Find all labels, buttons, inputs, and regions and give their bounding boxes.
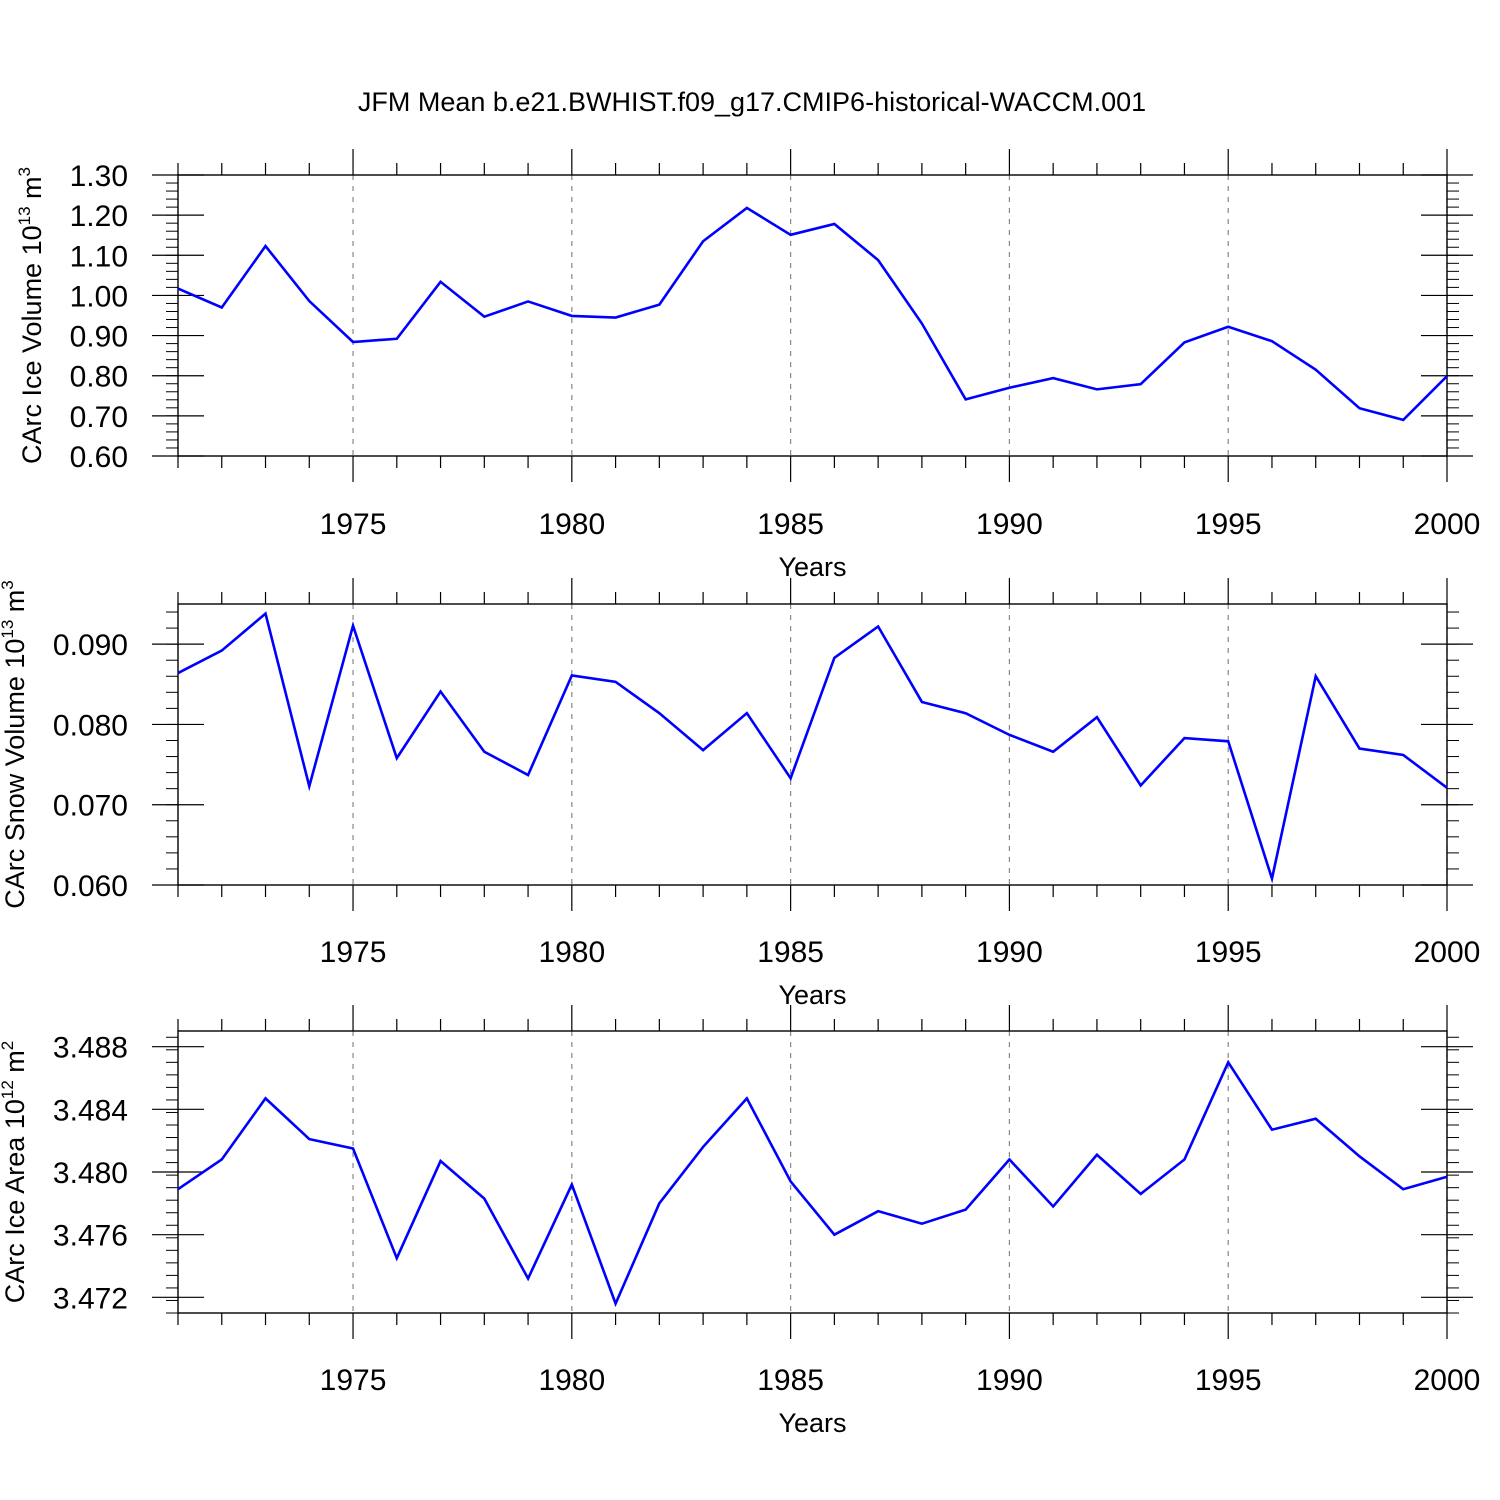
plot-frame bbox=[177, 603, 1448, 886]
x-tick-label: 2000 bbox=[1414, 508, 1481, 541]
y-tick-label: 3.476 bbox=[53, 1220, 128, 1253]
y-axis-label: CArc Ice Area 1012 m2 bbox=[0, 1041, 30, 1304]
y-tick-label: 1.10 bbox=[70, 240, 128, 273]
y-tick-label: 3.472 bbox=[53, 1282, 128, 1315]
plot-frame bbox=[177, 1030, 1448, 1314]
y-axis-label: CArc Snow Volume 1013 m3 bbox=[0, 580, 30, 909]
y-tick-label: 3.484 bbox=[53, 1094, 128, 1127]
x-tick-label: 1980 bbox=[538, 1364, 605, 1397]
y-tick-label: 1.20 bbox=[70, 200, 128, 233]
y-tick-label: 3.488 bbox=[53, 1032, 128, 1065]
x-tick-label: 1975 bbox=[320, 1364, 387, 1397]
x-tick-label: 2000 bbox=[1414, 936, 1481, 969]
y-tick-label: 0.060 bbox=[53, 870, 128, 903]
x-tick-label: 1975 bbox=[320, 508, 387, 541]
x-tick-label: 1990 bbox=[976, 508, 1043, 541]
y-tick-label: 1.00 bbox=[70, 280, 128, 313]
x-tick-label: 1990 bbox=[976, 1364, 1043, 1397]
y-tick-label: 0.80 bbox=[70, 361, 128, 394]
series-line bbox=[177, 206, 1448, 422]
x-axis-label: Years bbox=[778, 1408, 846, 1438]
chart-panel-1: 0.60 0.70 0.80 0.90 1.00 1.10 1.20 1.30 1975 1980… bbox=[15, 149, 1480, 582]
x-tick-label: 1980 bbox=[538, 936, 605, 969]
x-tick-label: 1990 bbox=[976, 936, 1043, 969]
chart-panel-2: 0.060 0.070 0.080 0.090 1975 1980 1985 1990 1995… bbox=[0, 578, 1480, 1010]
y-tick-label: 0.90 bbox=[70, 321, 128, 354]
y-tick-label: 0.70 bbox=[70, 401, 128, 434]
x-tick-label: 1995 bbox=[1195, 936, 1262, 969]
x-tick-label: 1985 bbox=[757, 508, 824, 541]
x-axis-label: Years bbox=[778, 980, 846, 1010]
series-line bbox=[177, 1059, 1448, 1308]
x-tick-label: 1980 bbox=[538, 508, 605, 541]
plot-frame bbox=[177, 174, 1448, 457]
y-tick-label: 0.60 bbox=[70, 441, 128, 474]
x-axis-label: Years bbox=[778, 552, 846, 582]
series-line bbox=[177, 611, 1448, 884]
chart-panel-3: 3.472 3.476 3.480 3.484 3.488 1975 1980 1985 199… bbox=[0, 1005, 1480, 1438]
y-tick-label: 1.30 bbox=[70, 160, 128, 193]
x-tick-label: 1985 bbox=[757, 936, 824, 969]
x-tick-label: 1975 bbox=[320, 936, 387, 969]
x-tick-label: 2000 bbox=[1414, 1364, 1481, 1397]
x-tick-label: 1995 bbox=[1195, 1364, 1262, 1397]
y-tick-label: 0.090 bbox=[53, 629, 128, 662]
chart-title: JFM Mean b.e21.BWHIST.f09_g17.CMIP6-hist… bbox=[358, 87, 1146, 117]
x-tick-label: 1985 bbox=[757, 1364, 824, 1397]
y-axis-label: CArc Ice Volume 1013 m3 bbox=[15, 167, 47, 464]
y-tick-label: 3.480 bbox=[53, 1157, 128, 1190]
y-tick-label: 0.080 bbox=[53, 709, 128, 742]
panels: 0.60 0.70 0.80 0.90 1.00 1.10 1.20 1.30 1975 1980… bbox=[0, 149, 1480, 1438]
x-tick-label: 1995 bbox=[1195, 508, 1262, 541]
y-tick-label: 0.070 bbox=[53, 790, 128, 823]
